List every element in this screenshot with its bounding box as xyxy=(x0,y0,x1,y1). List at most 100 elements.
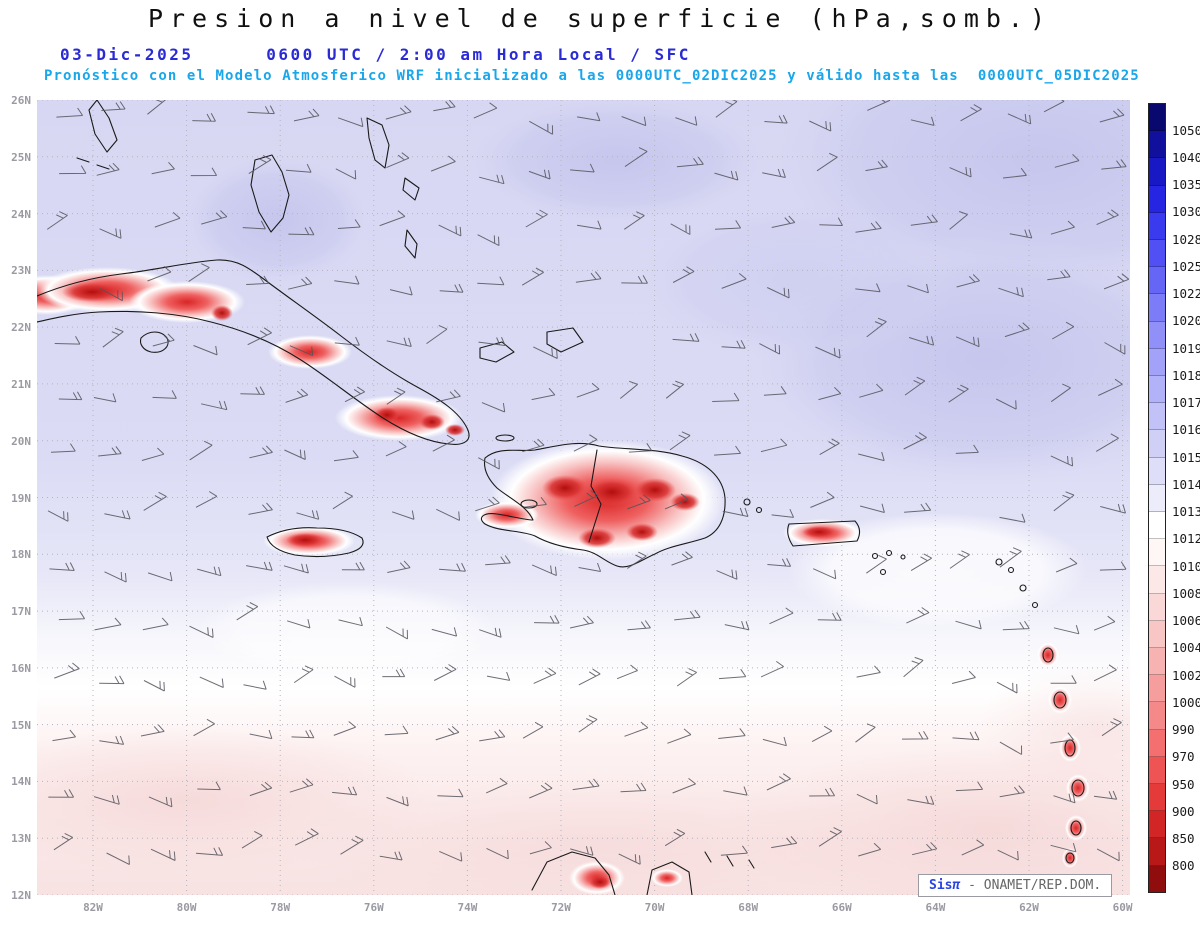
colorbar-tick-label: 1010 xyxy=(1172,558,1200,574)
colorbar-segment xyxy=(1149,240,1165,268)
colorbar-segment xyxy=(1149,756,1165,785)
colorbar-tick-label: 990 xyxy=(1172,722,1195,738)
lon-tick-label: 64W xyxy=(925,901,946,914)
colorbar-tick-label: 1040 xyxy=(1172,149,1200,165)
colorbar-tick-label: 1008 xyxy=(1172,585,1200,601)
colorbar-segment xyxy=(1149,457,1165,485)
lon-tick-label: 74W xyxy=(457,901,478,914)
lon-tick-label: 62W xyxy=(1019,901,1039,914)
colorbar-tick-label: 950 xyxy=(1172,776,1195,792)
watermark: Sis π - ONAMET/REP.DOM. xyxy=(918,874,1113,897)
subtitle-model-info: Pronóstico con el Modelo Atmosferico WRF… xyxy=(44,68,1140,84)
lon-tick-label: 70W xyxy=(644,901,665,914)
colorbar-segment xyxy=(1149,512,1165,540)
lat-tick-label: 20N xyxy=(11,434,31,448)
colorbar-segment xyxy=(1149,131,1165,159)
lon-tick-label: 68W xyxy=(738,901,759,914)
lat-tick-label: 23N xyxy=(11,264,31,278)
lon-tick-label: 82W xyxy=(83,901,103,914)
colorbar-segment xyxy=(1149,675,1165,703)
colorbar xyxy=(1148,103,1166,893)
colorbar-segment xyxy=(1149,321,1165,349)
lon-tick-label: 60W xyxy=(1112,901,1133,914)
coastlines xyxy=(37,100,1085,895)
watermark-brand: Sis xyxy=(929,878,953,893)
colorbar-tick-label: 1030 xyxy=(1172,204,1200,220)
map-canvas xyxy=(37,100,1130,895)
lat-tick-label: 26N xyxy=(11,94,31,107)
colorbar-segment xyxy=(1149,838,1165,866)
page-title: Presion a nivel de superficie (hPa,somb.… xyxy=(147,4,1053,33)
colorbar-segment xyxy=(1149,212,1165,241)
lat-tick-label: 13N xyxy=(11,832,31,846)
lat-tick-label: 14N xyxy=(11,775,31,789)
watermark-pi-symbol: π xyxy=(952,878,961,893)
lat-tick-label: 22N xyxy=(11,321,31,335)
watermark-text: - ONAMET/REP.DOM. xyxy=(960,878,1102,893)
colorbar-tick-label: 1000 xyxy=(1172,694,1200,710)
latitude-axis: 26N 25N 24N 23N 22N 21N 20N 19N 18N 17N 16N 15N 14N 1… xyxy=(0,94,34,902)
lat-tick-label: 16N xyxy=(11,661,31,675)
colorbar-tick-label: 1022 xyxy=(1172,286,1200,302)
colorbar-tick-label: 1012 xyxy=(1172,531,1200,547)
colorbar-segment xyxy=(1149,403,1165,431)
colorbar-segment xyxy=(1149,267,1165,295)
lat-tick-label: 24N xyxy=(11,207,31,221)
subtitle-datetime: 03-Dic-2025 0600 UTC / 2:00 am Hora Loca… xyxy=(60,45,691,64)
colorbar-tick-label: 1017 xyxy=(1172,395,1200,411)
colorbar-tick-label: 1006 xyxy=(1172,613,1200,629)
colorbar-segment xyxy=(1149,484,1165,513)
lon-tick-label: 78W xyxy=(270,901,291,914)
wind-barbs xyxy=(46,100,1130,865)
lat-tick-label: 15N xyxy=(11,718,31,732)
lat-tick-label: 12N xyxy=(11,889,31,902)
colorbar-segment xyxy=(1149,294,1165,322)
colorbar-tick-label: 1025 xyxy=(1172,258,1200,274)
colorbar-segment xyxy=(1149,593,1165,621)
lat-tick-label: 17N xyxy=(11,605,31,619)
colorbar-tick-label: 1015 xyxy=(1172,449,1200,465)
colorbar-tick-label: 800 xyxy=(1172,858,1195,874)
colorbar-tick-label: 1018 xyxy=(1172,367,1200,383)
colorbar-segment xyxy=(1149,865,1165,892)
colorbar-segment xyxy=(1149,729,1165,757)
high-pressure-shading xyxy=(182,100,1130,485)
lat-tick-label: 19N xyxy=(11,491,31,505)
colorbar-segment xyxy=(1149,158,1165,186)
colorbar-segment xyxy=(1149,348,1165,377)
low-pressure-shading xyxy=(37,512,1130,895)
longitude-axis: 82W 80W 78W 76W 74W 72W 70W 68W 66W 64W 62W 60W xyxy=(37,901,1132,919)
colorbar-tick-label: 1004 xyxy=(1172,640,1200,656)
lat-tick-label: 25N xyxy=(11,150,31,164)
colorbar-tick-label: 1014 xyxy=(1172,476,1200,492)
colorbar-segment xyxy=(1149,648,1165,676)
colorbar-tick-label: 1013 xyxy=(1172,504,1200,520)
colorbar-segment xyxy=(1149,620,1165,649)
colorbar-tick-label: 1035 xyxy=(1172,177,1200,193)
colorbar-segment xyxy=(1149,539,1165,567)
lon-tick-label: 80W xyxy=(176,901,197,914)
colorbar-tick-label: 970 xyxy=(1172,749,1195,765)
colorbar-tick-label: 1028 xyxy=(1172,231,1200,247)
colorbar-tick-label: 850 xyxy=(1172,831,1195,847)
lon-tick-label: 72W xyxy=(551,901,571,914)
lat-tick-label: 18N xyxy=(11,548,31,562)
colorbar-segment xyxy=(1149,430,1165,458)
colorbar-tick-label: 1016 xyxy=(1172,422,1200,438)
colorbar-segment xyxy=(1149,376,1165,404)
colorbar-tick-label: 1020 xyxy=(1172,313,1200,329)
colorbar-segment xyxy=(1149,811,1165,839)
colorbar-tick-label: 1019 xyxy=(1172,340,1200,356)
colorbar-tick-label: 900 xyxy=(1172,803,1195,819)
colorbar-tick-label: 1002 xyxy=(1172,667,1200,683)
colorbar-tick-label: 1050 xyxy=(1172,122,1200,138)
colorbar-segment xyxy=(1149,702,1165,730)
lat-lon-grid xyxy=(37,100,1130,895)
lat-tick-label: 21N xyxy=(11,377,31,391)
lon-tick-label: 76W xyxy=(363,901,384,914)
colorbar-segment xyxy=(1149,185,1165,213)
lon-tick-label: 66W xyxy=(831,901,852,914)
colorbar-segment xyxy=(1149,104,1165,132)
colorbar-segment xyxy=(1149,566,1165,594)
pressure-map xyxy=(37,100,1130,895)
